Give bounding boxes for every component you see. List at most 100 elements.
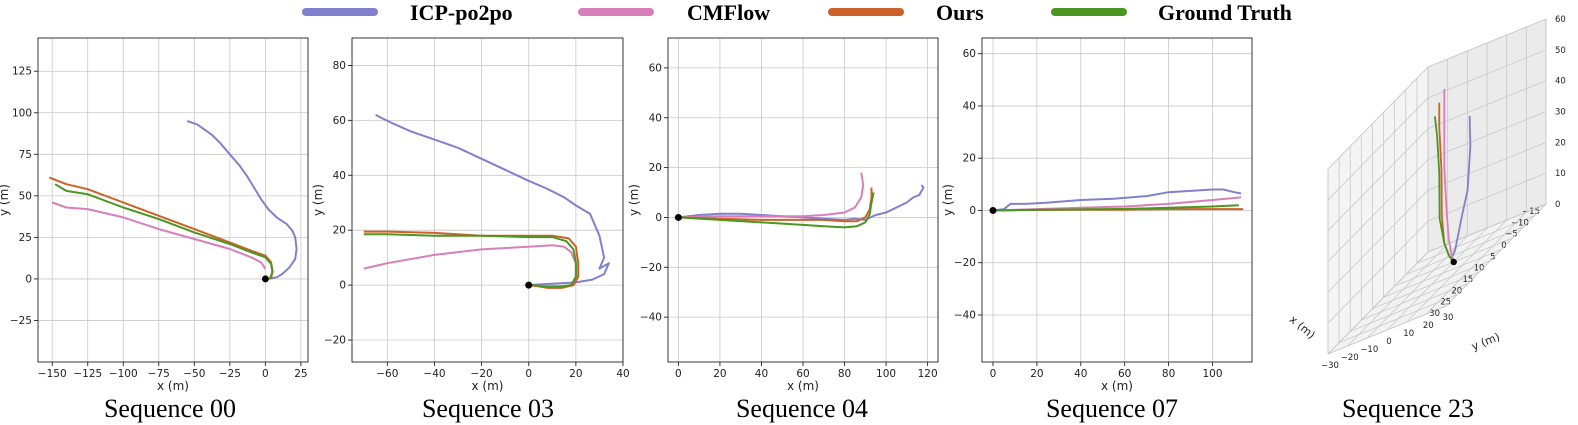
x-tick-label: 60 (1118, 368, 1131, 380)
x-tick-label: −100 (109, 368, 138, 380)
y-tick-label: 40 (333, 170, 346, 182)
y-tick-label: −20 (640, 262, 662, 274)
gridline-z (1327, 159, 1429, 262)
y-tick-label: 75 (19, 149, 32, 161)
panel-caption: Sequence 23 (1342, 394, 1474, 423)
series-line-cmflow (1443, 89, 1455, 263)
y-tick-label: −40 (640, 312, 662, 324)
x-tick-label: −15 (1522, 207, 1540, 217)
x-tick-label: 20 (569, 368, 582, 380)
x-tick-label: 20 (713, 368, 726, 380)
x-tick-label: 40 (755, 368, 768, 380)
z-tick-label: 20 (1555, 138, 1566, 148)
gridline-z (1427, 49, 1547, 99)
series-line-cmflow (678, 172, 865, 219)
y-axis-label: y (m) (0, 184, 11, 216)
x-tick-label: 100 (876, 368, 896, 380)
x-tick-label: −25 (219, 368, 241, 380)
x-tick-label: 30 (1429, 309, 1440, 319)
x-tick-label: −10 (1511, 218, 1529, 228)
gridline-z (1427, 203, 1547, 253)
gridline-z (1327, 220, 1429, 324)
series-line-ground-truth (1434, 116, 1455, 263)
series-line-ours (363, 230, 580, 289)
x-tick-label: −125 (73, 368, 102, 380)
gridline-y (1426, 211, 1527, 315)
y-tick-label: −20 (954, 257, 976, 269)
x-tick-label: 0 (675, 368, 682, 380)
x-axis-label: x (m) (472, 379, 504, 393)
x-tick-label: −5 (1505, 230, 1518, 240)
gridline-z (1427, 80, 1547, 130)
y-tick-label: 40 (963, 100, 976, 112)
z-tick-label: 30 (1555, 108, 1566, 118)
gridline-z (1427, 18, 1547, 68)
x-axis-label: x (m) (1101, 379, 1133, 393)
panel-caption: Sequence 03 (422, 394, 554, 423)
x-tick-label: 40 (1074, 368, 1087, 380)
series-line-ground-truth (678, 192, 875, 229)
series-line-ground-truth (54, 183, 274, 280)
x-tick-label: −40 (423, 368, 445, 380)
plot-frame (981, 37, 1253, 363)
gridline-z (1327, 128, 1429, 231)
panel-sequence-00: −150 −125 −100 −75 −50 −25 0 25 −25 0 25 50 75 100 125… (0, 37, 309, 423)
x-tick-label: −20 (471, 368, 493, 380)
series-line-ground-truth (363, 233, 577, 288)
z-tick-label: 0 (1555, 200, 1560, 210)
x-tick-label: 100 (1202, 368, 1222, 380)
series-line-icp-po2po (992, 188, 1242, 212)
y-axis-label: y (m) (1470, 330, 1502, 353)
start-point-marker (261, 275, 269, 283)
legend-label-ours: Ours (936, 0, 984, 25)
y-tick-label: −20 (324, 335, 346, 347)
y-tick-label: −30 (1321, 361, 1339, 371)
gridline-z (1427, 172, 1547, 222)
z-tick-label: 60 (1555, 15, 1566, 25)
start-point-marker (525, 281, 533, 289)
legend: ICP-po2po CMFlow Ours Ground Truth (302, 0, 1292, 25)
y-tick-label: 60 (963, 48, 976, 60)
x-tick-label: −60 (376, 368, 398, 380)
y-axis-label: y (m) (311, 184, 325, 216)
x-tick-label: 0 (525, 368, 532, 380)
y-tick-label: 125 (12, 66, 32, 78)
y-tick-label: 20 (1423, 321, 1434, 331)
gridline-z (1327, 190, 1429, 293)
gridline-y (1406, 219, 1507, 323)
gridline-z (1327, 97, 1429, 201)
x-tick-label: 0 (1501, 241, 1506, 251)
y-tick-label: 100 (12, 107, 32, 119)
start-point-marker (989, 206, 997, 214)
z-tick-label: 40 (1555, 77, 1566, 87)
y-tick-label: −40 (954, 309, 976, 321)
y-tick-label: 0 (655, 212, 662, 224)
x-tick-label: 0 (262, 368, 269, 380)
y-tick-label: 20 (333, 225, 346, 237)
legend-label-gt: Ground Truth (1158, 0, 1292, 25)
panel-sequence-23: −15−10−5051015202530−30−20−1001020300102… (1287, 15, 1566, 423)
gridline-z (1427, 141, 1547, 191)
x-tick-label: 10 (1474, 264, 1485, 274)
plot-frame (667, 37, 939, 363)
series-line-icp-po2po (375, 114, 610, 287)
gridline-y (1445, 203, 1547, 307)
z-tick-label: 10 (1555, 169, 1566, 179)
y-tick-label: 50 (19, 190, 32, 202)
x-tick-label: 20 (1030, 368, 1043, 380)
x-tick-label: 20 (1451, 286, 1462, 296)
y-tick-label: 0 (339, 280, 346, 292)
y-tick-label: −25 (10, 315, 32, 327)
start-point-marker (1450, 258, 1457, 266)
series-line-icp-po2po (678, 184, 925, 221)
gridline-y (1386, 227, 1488, 331)
y-tick-label: 25 (19, 232, 32, 244)
y-tick-label: 10 (1403, 329, 1414, 339)
gridline-y (1347, 243, 1448, 347)
y-tick-label: 20 (649, 162, 662, 174)
y-tick-label: 80 (333, 60, 346, 72)
y-tick-label: 20 (963, 153, 976, 165)
x-tick-label: −50 (183, 368, 205, 380)
